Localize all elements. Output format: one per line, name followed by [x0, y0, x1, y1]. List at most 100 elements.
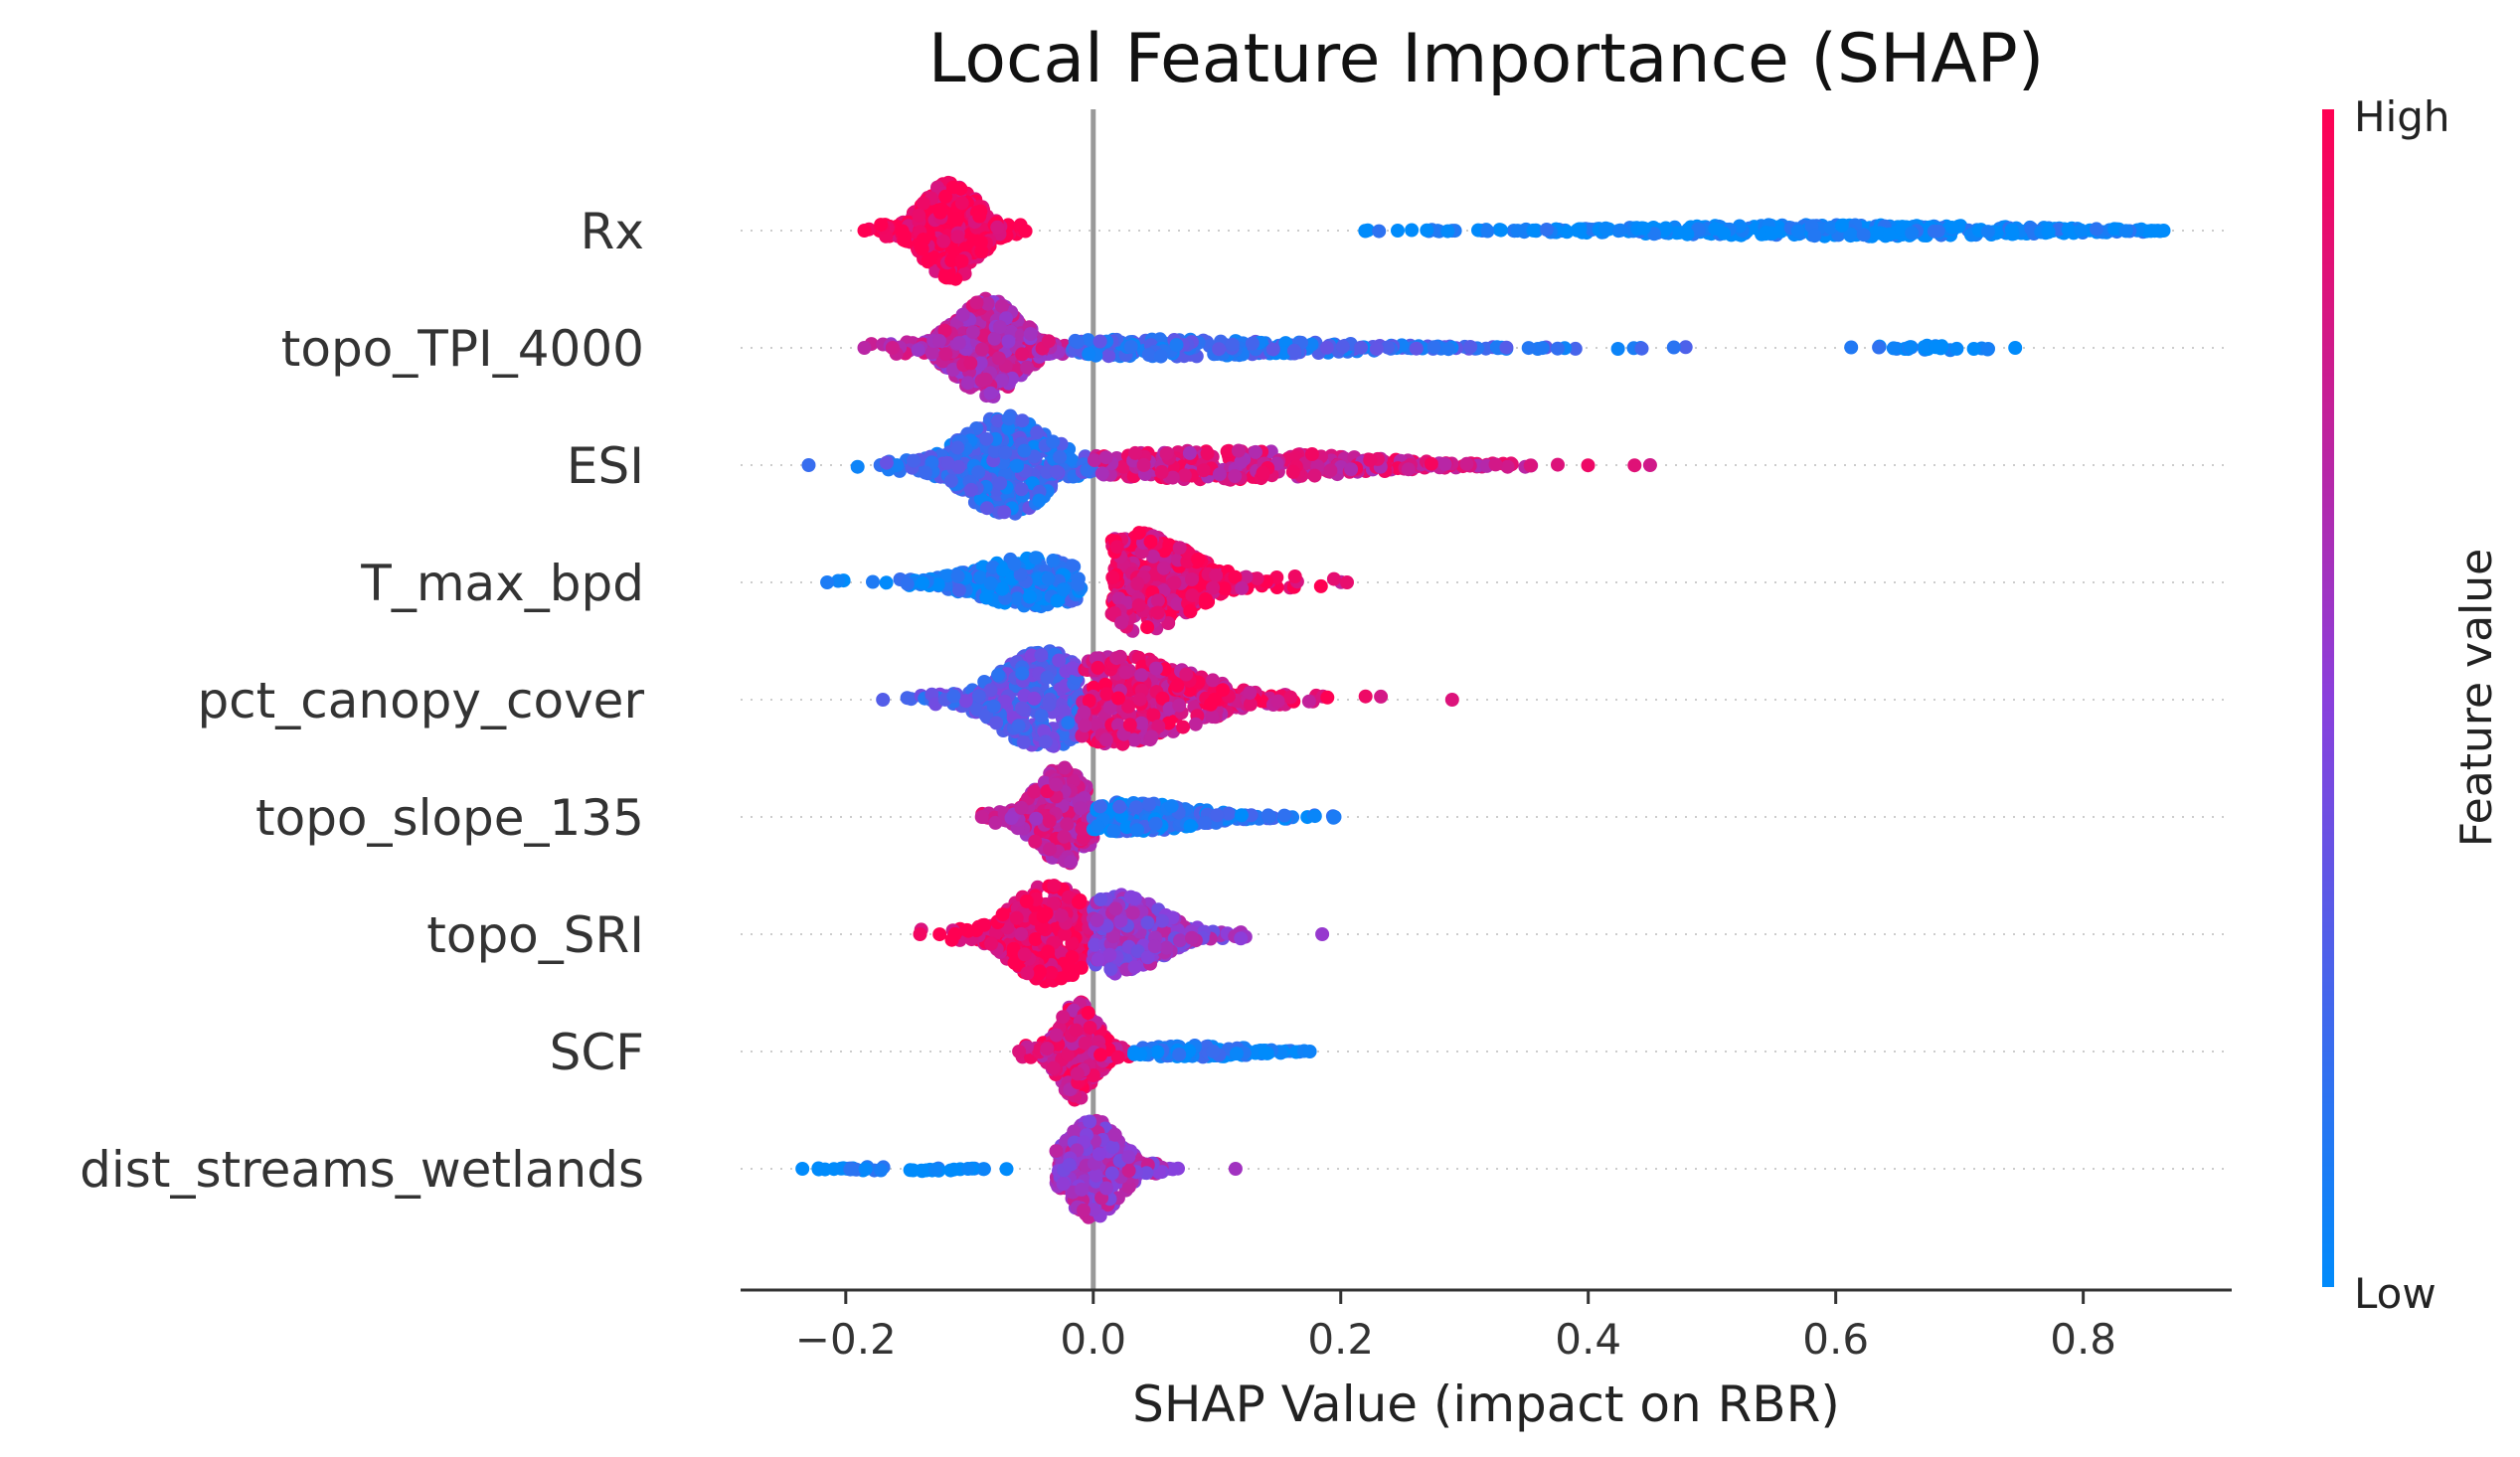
shap-point: [1015, 801, 1029, 815]
shap-point: [1034, 648, 1048, 662]
shap-point: [1133, 693, 1147, 707]
feature-row-points: [975, 761, 1342, 871]
shap-point: [950, 440, 964, 454]
shap-point: [992, 352, 1006, 366]
shap-point: [1288, 569, 1302, 583]
shap-point: [2090, 222, 2103, 236]
shap-point: [1216, 683, 1230, 697]
shap-point: [998, 445, 1012, 459]
shap-point: [1372, 225, 1386, 239]
shap-point: [1132, 598, 1146, 612]
shap-point: [964, 483, 978, 497]
shap-point: [1967, 342, 1981, 356]
shap-point: [1323, 463, 1337, 477]
shap-point: [1165, 799, 1179, 813]
shap-point: [1929, 340, 1942, 354]
shap-point: [1107, 824, 1121, 838]
shap-point: [1020, 361, 1034, 375]
shap-point: [1015, 702, 1029, 716]
shap-point: [901, 577, 915, 591]
shap-point: [1140, 620, 1154, 634]
shap-point: [1185, 572, 1199, 586]
shap-point: [1141, 915, 1155, 929]
shap-point: [896, 225, 910, 239]
shap-point: [1064, 855, 1078, 869]
shap-point: [955, 196, 969, 210]
shap-point: [1073, 895, 1087, 909]
shap-point: [1124, 340, 1138, 354]
shap-point: [916, 242, 929, 255]
shap-point: [938, 347, 952, 361]
shap-point: [851, 460, 865, 474]
shap-point: [1336, 340, 1350, 354]
shap-point: [1189, 718, 1203, 731]
shap-point: [1028, 835, 1042, 849]
shap-point: [1522, 341, 1536, 355]
shap-point: [1128, 446, 1142, 460]
shap-point: [1092, 952, 1105, 966]
shap-point: [1099, 450, 1113, 464]
shap-point: [1627, 458, 1641, 472]
shap-point: [1499, 341, 1513, 355]
shap-point: [1110, 540, 1124, 554]
shap-point: [1142, 798, 1156, 812]
shap-point: [1017, 735, 1031, 749]
shap-point: [975, 810, 989, 824]
shap-point: [1949, 342, 1963, 356]
shap-point: [984, 387, 998, 401]
shap-point: [1043, 842, 1057, 856]
shap-point: [1091, 661, 1104, 675]
shap-point: [1002, 411, 1016, 425]
shap-point: [1057, 830, 1071, 844]
shap-point: [1425, 457, 1438, 471]
shap-point: [1228, 469, 1242, 483]
shap-point: [966, 325, 980, 339]
shap-point: [1405, 224, 1419, 238]
shap-point: [1099, 732, 1113, 746]
shap-point: [1123, 718, 1137, 731]
shap-point: [1905, 226, 1919, 240]
shap-point: [1101, 349, 1115, 363]
shap-point: [956, 308, 970, 322]
shap-point: [1029, 551, 1043, 565]
shap-point: [1232, 444, 1246, 458]
shap-point: [1111, 692, 1125, 706]
shap-point: [1091, 913, 1104, 927]
shap-point: [1151, 606, 1165, 620]
shap-point: [984, 937, 998, 951]
shap-point: [1091, 819, 1104, 833]
shap-point: [1613, 224, 1627, 238]
shap-point: [907, 454, 921, 468]
feature-row-points: [1012, 996, 1317, 1107]
shap-point: [1882, 228, 1896, 242]
shap-point: [1302, 695, 1316, 709]
shap-point: [950, 212, 964, 226]
shap-point: [1176, 721, 1190, 734]
shap-point: [2042, 226, 2056, 240]
shap-point: [1643, 458, 1657, 472]
shap-point: [1328, 810, 1342, 824]
shap-point: [2119, 224, 2133, 238]
shap-point: [938, 190, 952, 204]
shap-point: [1524, 458, 1538, 472]
shap-point: [1179, 668, 1193, 682]
shap-point: [1536, 341, 1550, 355]
shap-point: [1095, 466, 1109, 480]
shap-point: [974, 244, 988, 258]
shap-point: [955, 254, 969, 268]
shap-point: [802, 458, 816, 472]
shap-point: [1173, 541, 1187, 555]
shap-point: [1015, 667, 1029, 681]
shap-point: [1363, 453, 1377, 467]
shap-point: [1039, 734, 1053, 748]
feature-row-points: [858, 292, 2023, 404]
shap-point: [961, 376, 975, 390]
shap-point: [1053, 450, 1067, 464]
shap-point: [1172, 699, 1186, 713]
shap-point: [1052, 654, 1066, 668]
shap-point: [959, 694, 973, 708]
shap-point: [1201, 446, 1215, 460]
shap-point: [1132, 526, 1146, 540]
shap-point: [1105, 570, 1119, 584]
shap-point: [1178, 468, 1192, 482]
